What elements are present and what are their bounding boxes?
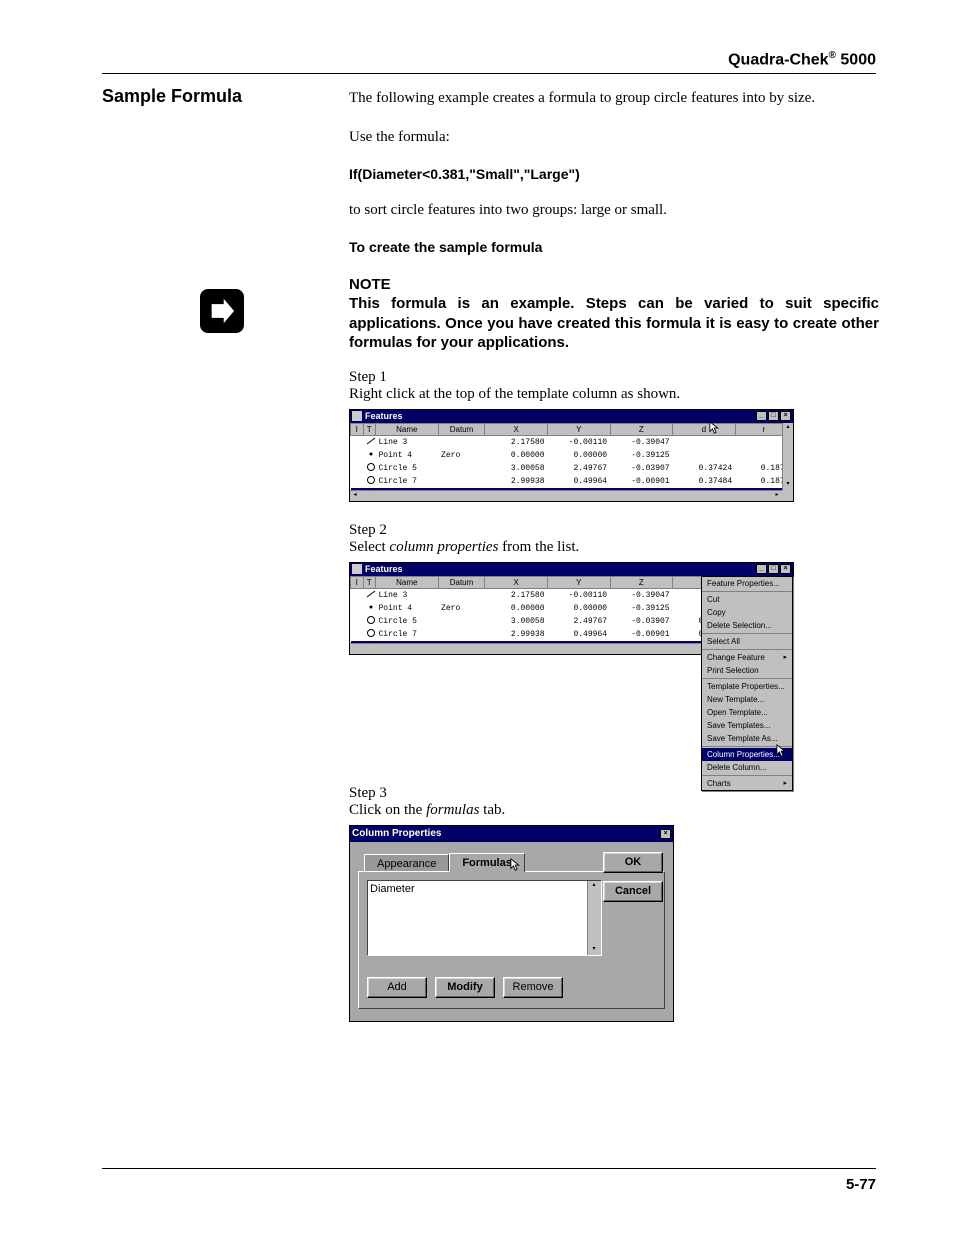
column-header[interactable]: Z <box>610 423 673 435</box>
menu-item[interactable]: Select All <box>702 635 792 648</box>
column-header[interactable]: T <box>363 576 376 588</box>
column-header[interactable]: X <box>485 423 548 435</box>
note-block: NOTE This formula is an example. Steps c… <box>349 275 879 353</box>
section-title: Sample Formula <box>102 86 242 107</box>
table-row[interactable]: Circle 72.999380.49964-0.009010.374840.1… <box>351 475 793 488</box>
rule-top <box>102 73 876 74</box>
brand-model: 5000 <box>836 51 876 68</box>
column-header[interactable]: Name <box>376 423 439 435</box>
context-menu[interactable]: Feature Properties... CutCopyDelete Selec… <box>701 576 793 791</box>
step-2-label: Step 2 <box>349 522 879 539</box>
page-number: 5-77 <box>846 1176 876 1193</box>
window-titlebar[interactable]: Features _ □ × <box>350 563 793 576</box>
note-title: NOTE <box>349 275 879 295</box>
menu-item[interactable]: Feature Properties... <box>702 577 792 590</box>
window-icon <box>352 411 362 421</box>
brand-header: Quadra-Chek® 5000 <box>102 50 876 69</box>
modify-button[interactable]: Modify <box>435 977 495 998</box>
column-header[interactable]: I <box>351 423 364 435</box>
column-header[interactable]: I <box>351 576 364 588</box>
step-3-label: Step 3 <box>349 785 879 802</box>
subheading: To create the sample formula <box>349 238 879 257</box>
scroll-corner <box>782 490 793 501</box>
column-header[interactable]: T <box>363 423 376 435</box>
window-title: Features <box>365 564 403 574</box>
maximize-button[interactable]: □ <box>768 411 779 421</box>
column-header[interactable]: Z <box>610 576 673 588</box>
close-button[interactable]: × <box>660 829 671 839</box>
brand-name: Quadra-Chek <box>728 51 828 68</box>
formula-text: If(Diameter<0.381,"Small","Large") <box>349 165 879 184</box>
features-window-2: Features _ □ × ITNameDatumXYZdrLine 32.1… <box>349 562 794 655</box>
cancel-button[interactable]: Cancel <box>603 881 663 902</box>
column-header[interactable]: Datum <box>438 423 485 435</box>
menu-item[interactable]: Template Properties... <box>702 680 792 693</box>
menu-item[interactable]: Copy <box>702 606 792 619</box>
cursor-icon <box>510 858 524 872</box>
note-arrow-icon <box>200 289 244 333</box>
scrollbar-horizontal[interactable]: ◂▸ <box>350 490 782 501</box>
column-header[interactable]: Name <box>376 576 439 588</box>
table-row[interactable]: Line 32.17580-0.00110-0.39047 <box>351 435 793 449</box>
column-header[interactable]: Y <box>548 423 611 435</box>
menu-item[interactable]: Print Selection <box>702 664 792 677</box>
intro-2: Use the formula: <box>349 127 879 147</box>
minimize-button[interactable]: _ <box>756 411 767 421</box>
rule-bottom <box>102 1168 876 1169</box>
cursor-icon <box>776 744 790 758</box>
features-window-1: Features _ □ × ITNameDatumXYZdrLine 32.1… <box>349 409 794 502</box>
column-header[interactable]: X <box>485 576 548 588</box>
menu-item[interactable]: New Template... <box>702 693 792 706</box>
menu-item[interactable]: Charts <box>702 777 792 790</box>
dialog-title: Column Properties <box>352 828 441 839</box>
minimize-button[interactable]: _ <box>756 564 767 574</box>
note-body: This formula is an example. Steps can be… <box>349 294 879 353</box>
column-header[interactable]: Y <box>548 576 611 588</box>
menu-item[interactable]: Change Feature <box>702 651 792 664</box>
close-button[interactable]: × <box>780 411 791 421</box>
scrollbar-vertical[interactable]: ▴▾ <box>782 423 793 490</box>
brand-reg: ® <box>829 50 836 61</box>
maximize-button[interactable]: □ <box>768 564 779 574</box>
step-1-label: Step 1 <box>349 369 879 386</box>
menu-item[interactable]: Save Templates... <box>702 719 792 732</box>
close-button[interactable]: × <box>780 564 791 574</box>
ok-button[interactable]: OK <box>603 852 663 873</box>
intro-1: The following example creates a formula … <box>349 88 879 108</box>
window-icon <box>352 564 362 574</box>
menu-item[interactable]: Delete Column... <box>702 761 792 774</box>
window-title: Features <box>365 411 403 421</box>
menu-item[interactable]: Delete Selection... <box>702 619 792 632</box>
table-row[interactable]: Point 4Zero0.000000.00000-0.39125 <box>351 449 793 462</box>
column-header[interactable]: Datum <box>438 576 485 588</box>
column-properties-dialog: Column Properties × Appearance Formulas … <box>349 825 674 1022</box>
intro-3: to sort circle features into two groups:… <box>349 200 879 220</box>
dialog-titlebar[interactable]: Column Properties × <box>350 826 673 842</box>
remove-button[interactable]: Remove <box>503 977 563 998</box>
step-1-text: Right click at the top of the template c… <box>349 386 879 403</box>
tab-formulas[interactable]: Formulas <box>449 853 525 872</box>
window-titlebar[interactable]: Features _ □ × <box>350 410 793 423</box>
formula-listbox[interactable]: Diameter ▴▾ <box>367 880 602 956</box>
step-2-text: Select column properties from the list. <box>349 539 879 556</box>
add-button[interactable]: Add <box>367 977 427 998</box>
menu-item[interactable]: Open Template... <box>702 706 792 719</box>
step-3-text: Click on the formulas tab. <box>349 802 879 819</box>
table-row[interactable]: Circle 53.000582.49767-0.039070.374240.1… <box>351 462 793 475</box>
menu-item[interactable]: Cut <box>702 593 792 606</box>
list-item[interactable]: Diameter <box>370 883 415 895</box>
listbox-scrollbar[interactable]: ▴▾ <box>587 881 601 955</box>
column-header[interactable]: d <box>673 423 736 435</box>
